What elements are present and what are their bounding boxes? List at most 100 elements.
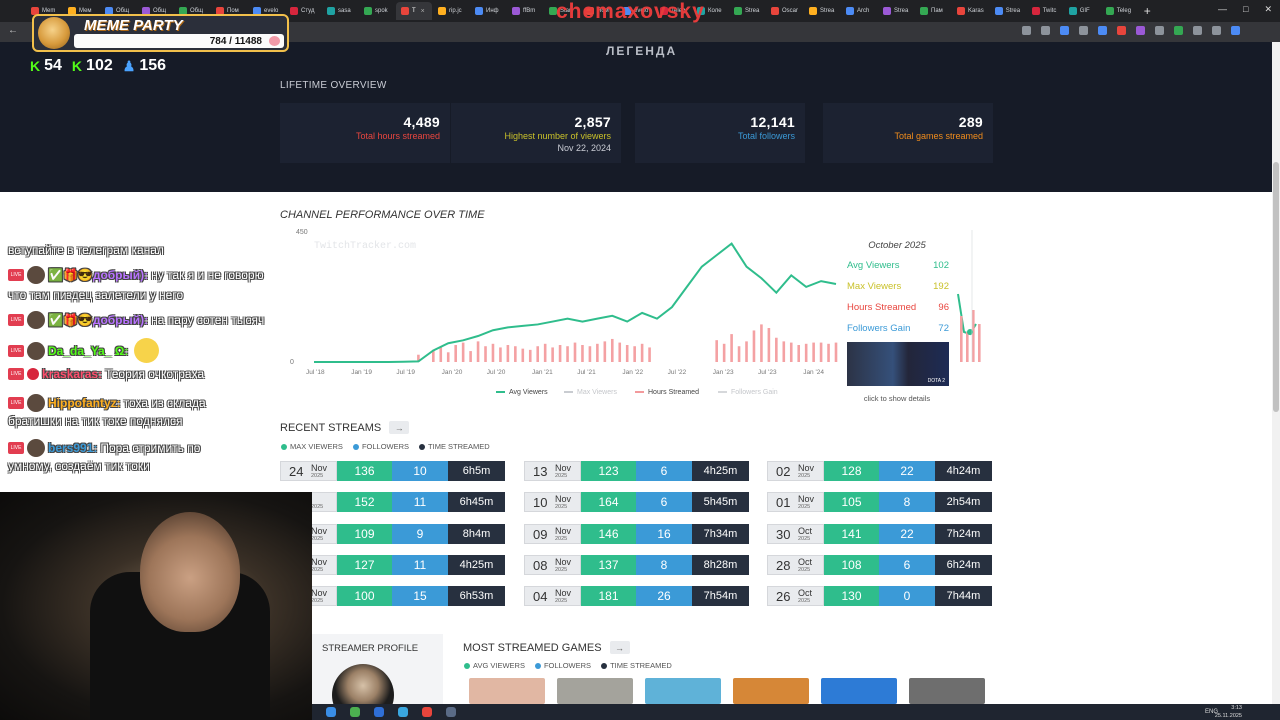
close-tab-icon[interactable]: × — [420, 7, 425, 15]
extension-icon[interactable] — [1079, 26, 1088, 35]
browser-tab[interactable]: spok — [359, 2, 395, 20]
stream-row[interactable]: 09 Nov 2025 146 16 7h34m — [524, 523, 749, 544]
stream-row[interactable]: 08 Nov 2025 137 8 8h28m — [524, 554, 749, 575]
legend-label: Max Viewers — [577, 389, 617, 396]
browser-tab[interactable]: Oscar — [766, 2, 803, 20]
telegram-icon[interactable] — [398, 707, 408, 717]
stream-row[interactable]: 26 Oct 2025 130 0 7h44m — [767, 586, 992, 607]
stream-followers: 8 — [879, 492, 935, 513]
browser-tab[interactable]: Karas — [952, 2, 989, 20]
yandex-icon[interactable] — [422, 707, 432, 717]
stream-row[interactable]: Nov 2025 127 11 4h25m — [280, 554, 505, 575]
browser-tab[interactable]: Пам — [915, 2, 951, 20]
browser-tab[interactable]: Strea — [878, 2, 914, 20]
stream-row[interactable]: 02 Nov 2025 128 22 4h24m — [767, 461, 992, 481]
browser-tab[interactable]: Twitc — [1027, 2, 1063, 20]
stream-row[interactable]: 28 Oct 2025 108 6 6h24m — [767, 554, 992, 575]
browser-tab[interactable]: evelo — [248, 2, 284, 20]
game-tile[interactable] — [469, 678, 545, 704]
stream-row[interactable]: Nov 2025 100 15 6h53m — [280, 586, 505, 607]
browser-tab[interactable]: Студ — [285, 2, 321, 20]
stream-row[interactable]: 01 Nov 2025 105 8 2h54m — [767, 492, 992, 513]
browser-tab[interactable]: sasa — [322, 2, 358, 20]
stream-row[interactable]: 04 Nov 2025 181 26 7h54m — [524, 586, 749, 607]
extension-icon[interactable] — [1136, 26, 1145, 35]
bookmark-icon[interactable] — [1041, 26, 1050, 35]
browser-tab[interactable]: Strea — [729, 2, 765, 20]
browser-tab[interactable]: Arch — [841, 2, 877, 20]
browser-tab[interactable]: Т × — [396, 2, 432, 20]
browser-tab[interactable]: Teleg — [1101, 2, 1137, 20]
browser-tab[interactable]: Strea — [990, 2, 1026, 20]
browser-tab[interactable]: Пом — [581, 2, 617, 20]
extension-icon[interactable] — [1117, 26, 1126, 35]
browser-tab[interactable]: Общ — [174, 2, 210, 20]
browser-tab[interactable]: Мем — [63, 2, 99, 20]
chart-tooltip[interactable]: October 2025 Avg Viewers 102 Max Viewers… — [840, 232, 954, 404]
stream-row[interactable]: 24 Nov 2025 136 10 6h5m — [280, 461, 505, 481]
new-tab-icon[interactable]: + — [1143, 4, 1151, 18]
browser-tab[interactable]: ffBm — [507, 2, 543, 20]
game-tile[interactable] — [909, 678, 985, 704]
extension-icon[interactable] — [1193, 26, 1202, 35]
browser-tab[interactable]: Пом — [211, 2, 247, 20]
app-icon[interactable] — [374, 707, 384, 717]
favicon-icon — [216, 7, 224, 15]
app-icon[interactable] — [350, 707, 360, 717]
stream-row[interactable]: 30 Oct 2025 141 22 7h24m — [767, 523, 992, 544]
steam-icon[interactable] — [446, 707, 456, 717]
stream-followers: 9 — [392, 523, 448, 544]
stream-time: 5h45m — [692, 492, 749, 513]
arrow-right-icon[interactable]: → — [389, 421, 410, 434]
stream-month: Nov — [555, 494, 572, 505]
browser-tab[interactable]: Mem — [26, 2, 62, 20]
hours-streamed-bar — [573, 342, 577, 362]
browser-tab[interactable]: rip.jc — [433, 2, 469, 20]
tab-label: evelo — [264, 8, 279, 14]
browser-tab[interactable]: Коле — [692, 2, 728, 20]
maximize-icon[interactable]: □ — [1243, 4, 1249, 14]
browser-tab[interactable]: Teleg — [655, 2, 691, 20]
stream-row[interactable]: 10 Nov 2025 164 6 5h45m — [524, 492, 749, 513]
close-icon[interactable]: ✕ — [1264, 4, 1272, 14]
extension-icon[interactable] — [1212, 26, 1221, 35]
extension-icon[interactable] — [1174, 26, 1183, 35]
favicon-icon — [512, 7, 520, 15]
game-tile[interactable] — [733, 678, 809, 704]
browser-tab[interactable]: Общ — [137, 2, 173, 20]
stream-row[interactable]: 2025 152 11 6h45m — [280, 492, 505, 513]
game-tile[interactable] — [645, 678, 721, 704]
arrow-right-icon[interactable]: → — [609, 641, 630, 654]
streamer-profile-title: STREAMER PROFILE — [322, 643, 419, 654]
stream-row[interactable]: Nov 2025 109 9 8h4m — [280, 523, 505, 544]
system-clock[interactable]: 3:13 25.11.2025 — [1214, 705, 1242, 719]
back-icon[interactable]: ← — [8, 25, 18, 36]
extension-icon[interactable] — [1060, 26, 1069, 35]
extension-icon[interactable] — [1022, 26, 1031, 35]
performance-chart[interactable]: TwitchTracker.com 450 0 Jul '18 Jan '19 Jul '… — [280, 224, 992, 400]
page-scrollbar[interactable] — [1272, 42, 1280, 704]
scrollbar-thumb[interactable] — [1273, 162, 1279, 412]
minimize-icon[interactable]: — — [1218, 4, 1228, 14]
keyboard-language[interactable]: ENG — [1204, 709, 1218, 715]
extension-icon[interactable] — [1155, 26, 1164, 35]
favicon-icon — [846, 7, 855, 15]
game-tile[interactable] — [557, 678, 633, 704]
game-tile[interactable] — [821, 678, 897, 704]
stream-followers: 8 — [636, 554, 692, 575]
stat-value: 289 — [958, 114, 983, 130]
favicon-icon — [1031, 7, 1040, 15]
extension-icon[interactable] — [1098, 26, 1107, 35]
hours-streamed-bar — [789, 342, 793, 362]
profile-icon[interactable] — [1231, 26, 1240, 35]
browser-tab[interactable]: Strea — [804, 2, 840, 20]
browser-tab[interactable]: Инф — [470, 2, 506, 20]
browser-tab[interactable]: GIF — [1064, 2, 1100, 20]
app-icon[interactable] — [326, 707, 336, 717]
tooltip-game-thumbnail[interactable]: DOTA 2 — [847, 342, 949, 386]
tab-label: Общ — [190, 8, 204, 14]
browser-tab[interactable]: Start — [544, 2, 580, 20]
stream-row[interactable]: 13 Nov 2025 123 6 4h25m — [524, 461, 749, 481]
browser-tab[interactable]: Общ — [100, 2, 136, 20]
browser-tab[interactable]: evelo — [618, 2, 654, 20]
